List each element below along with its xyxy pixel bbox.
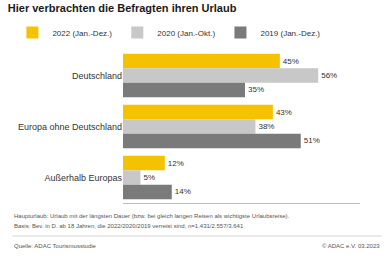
svg-text:51%: 51%	[304, 136, 320, 145]
svg-text:2020 (Jan.-Okt.): 2020 (Jan.-Okt.)	[157, 29, 215, 38]
svg-text:Quelle: ADAC Tourismusstudie: Quelle: ADAC Tourismusstudie	[14, 243, 97, 249]
svg-text:Europa ohne Deutschland: Europa ohne Deutschland	[18, 122, 122, 132]
svg-text:2022 (Jan.-Dez.): 2022 (Jan.-Dez.)	[52, 29, 112, 38]
svg-text:45%: 45%	[283, 57, 299, 66]
svg-text:56%: 56%	[321, 71, 337, 80]
svg-text:Basis: Bev. in D. ab 18 Jahren: Basis: Bev. in D. ab 18 Jahren, die 2022…	[14, 223, 244, 229]
svg-text:14%: 14%	[175, 187, 191, 196]
svg-text:Hier verbrachten die Befragten: Hier verbrachten die Befragten ihren Url…	[8, 2, 237, 14]
svg-text:43%: 43%	[276, 108, 292, 117]
svg-text:5%: 5%	[143, 173, 155, 182]
svg-text:35%: 35%	[248, 85, 264, 94]
svg-text:2019 (Jan.-Dez.): 2019 (Jan.-Dez.)	[260, 29, 320, 38]
svg-text:Haupturlaub: Urlaub mit der lä: Haupturlaub: Urlaub mit der längsten Dau…	[14, 213, 289, 219]
svg-text:Außerhalb Europas: Außerhalb Europas	[44, 173, 122, 183]
svg-text:38%: 38%	[258, 122, 274, 131]
svg-text:12%: 12%	[168, 159, 184, 168]
svg-text:© ADAC e.V. 03.2023: © ADAC e.V. 03.2023	[322, 243, 380, 249]
svg-text:Deutschland: Deutschland	[72, 71, 122, 81]
